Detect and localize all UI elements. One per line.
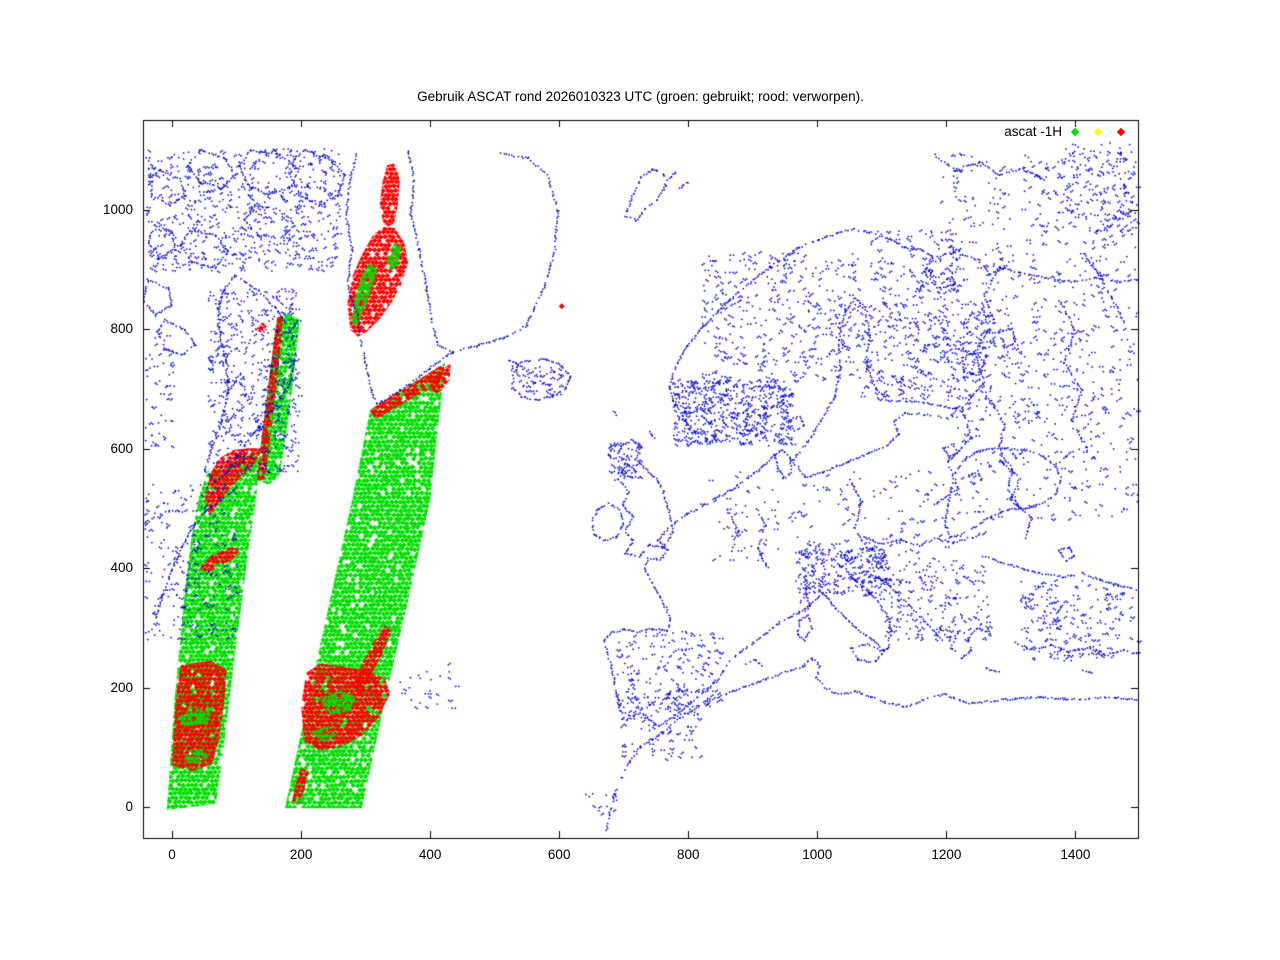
x-tick-label: 200 [289, 847, 313, 862]
y-tick-label: 0 [125, 798, 133, 814]
x-tick-label: 400 [418, 847, 442, 862]
y-tick-label: 800 [110, 321, 133, 337]
x-tick-label: 0 [168, 847, 176, 862]
x-tick-label: 1400 [1060, 847, 1091, 862]
y-tick-label: 200 [110, 679, 133, 695]
x-tick-label: 600 [547, 847, 571, 862]
chart-title: Gebruik ASCAT rond 2026010323 UTC (groen… [417, 89, 864, 104]
y-tick-label: 1000 [102, 202, 133, 218]
x-tick-label: 1000 [802, 847, 833, 862]
x-tick-label: 1200 [931, 847, 962, 862]
y-tick-label: 400 [110, 560, 133, 576]
x-tick-label: 800 [676, 847, 700, 862]
y-tick-label: 600 [110, 440, 133, 456]
legend-label: ascat -1H [1004, 124, 1062, 139]
